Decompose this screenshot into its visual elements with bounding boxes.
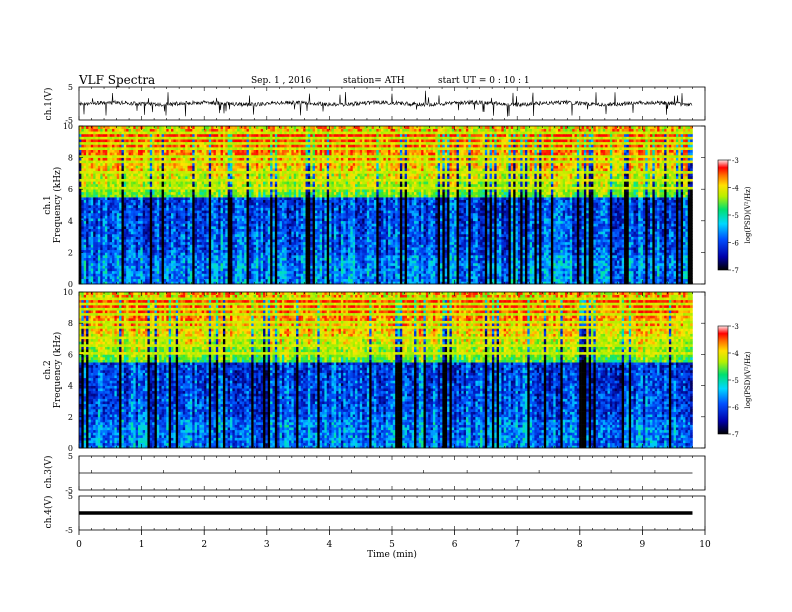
ch4-waveform-ytick-top: 5 <box>68 492 73 501</box>
ch1-spectrogram-ytick-2: 2 <box>68 248 73 257</box>
start-time-label: start UT = 0 : 10 : 1 <box>438 76 530 86</box>
ch1-spectrogram-ytick-10: 10 <box>63 122 73 131</box>
ch1-spectrogram-colorbar-tick-2: -5 <box>732 212 739 220</box>
ch3-waveform-panel: 5-5 <box>65 452 705 495</box>
ch1-spectrogram-ylabel-1: Frequency (kHz) <box>52 167 63 244</box>
station-label: station= ATH <box>343 76 405 86</box>
ch2-spectrogram-colorbar-tick-1: -4 <box>732 350 739 358</box>
ch2-colorbar: -3 -4 -5 -6 -7 log(PSD)(V²/Hz) <box>718 323 752 439</box>
ch1-waveform-panel: 5-5 <box>65 83 705 125</box>
ch1-colorbar: -3 -4 -5 -6 -7 log(PSD)(V²/Hz) <box>718 157 752 275</box>
ch3-waveform-ylabel: ch.3(V) <box>43 456 54 489</box>
ch1-spectrogram-colorbar-tick-4: -7 <box>732 267 739 275</box>
ch2-spectrogram-colorbar-bar <box>718 326 728 434</box>
time-axis-label: Time (min) <box>367 549 417 560</box>
ch2-spectrogram-colorbar-tick-4: -7 <box>732 431 739 439</box>
ch4-waveform-panel: 5 -5 <box>65 492 705 535</box>
time-tick-1: 1 <box>139 540 145 550</box>
ch2-spectrogram-ylabel-1: Frequency (kHz) <box>52 332 63 409</box>
time-tick-0: 0 <box>76 540 82 550</box>
time-tick-4: 4 <box>327 540 333 550</box>
time-tick-3: 3 <box>264 540 270 550</box>
ch1-waveform-ylabel: ch.1(V) <box>43 88 54 121</box>
ch2-spectrogram-ytick-6: 6 <box>68 350 73 359</box>
time-tick-7: 7 <box>514 540 520 550</box>
time-tick-8: 8 <box>577 540 583 550</box>
ch4-waveform-ylabel: ch.4(V) <box>43 496 54 529</box>
ch1-waveform-trace <box>79 91 692 117</box>
ch4-waveform-ytick-bottom: -5 <box>65 526 73 535</box>
ch1-waveform-ytick-top: 5 <box>68 83 73 92</box>
ch2-spectrogram-ytick-4: 4 <box>68 382 73 391</box>
ch2-spectrogram-colorbar-tick-2: -5 <box>732 377 739 385</box>
ch1-spectrogram-colorbar-label: log(PSD)(V²/Hz) <box>744 186 752 243</box>
ch1-spectrogram-colorbar-tick-1: -4 <box>732 185 739 193</box>
ch1-spectrogram-ytick-6: 6 <box>68 185 73 194</box>
ch1-spectrogram-ytick-8: 8 <box>68 154 73 163</box>
ch2-spectrogram-colorbar-label: log(PSD)(V²/Hz) <box>744 351 752 408</box>
ch3-waveform-ytick-top: 5 <box>68 452 73 461</box>
ch1-spectrogram-colorbar-bar <box>718 160 728 270</box>
figure-title: VLF Spectra <box>78 73 155 87</box>
time-tick-10: 10 <box>699 540 711 550</box>
ch2-spectrogram-colorbar-tick-0: -3 <box>732 323 739 331</box>
time-axis: 0 1 2 3 4 5 6 7 8 9 10 <box>76 530 711 550</box>
time-tick-5: 5 <box>389 540 395 550</box>
ch2-spectrogram-ytick-2: 2 <box>68 413 73 422</box>
ch1-spectrogram-colorbar-tick-0: -3 <box>732 157 739 165</box>
ch2-spectrogram-ylabel-0: ch.2 <box>43 360 53 379</box>
time-tick-9: 9 <box>640 540 646 550</box>
ch1-spectrogram-ylabel-0: ch.1 <box>43 195 53 214</box>
time-tick-2: 2 <box>201 540 207 550</box>
ch2-spectrogram-ytick-10: 10 <box>63 288 73 297</box>
date-label: Sep. 1 , 2016 <box>251 76 311 86</box>
ch2-spectrogram-ytick-8: 8 <box>68 319 73 328</box>
ch1-spectrogram-ytick-4: 4 <box>68 217 73 226</box>
ch1-spectrogram-colorbar-tick-3: -6 <box>732 240 739 248</box>
ch2-spectrogram-colorbar-tick-3: -6 <box>732 404 739 412</box>
time-tick-6: 6 <box>452 540 458 550</box>
